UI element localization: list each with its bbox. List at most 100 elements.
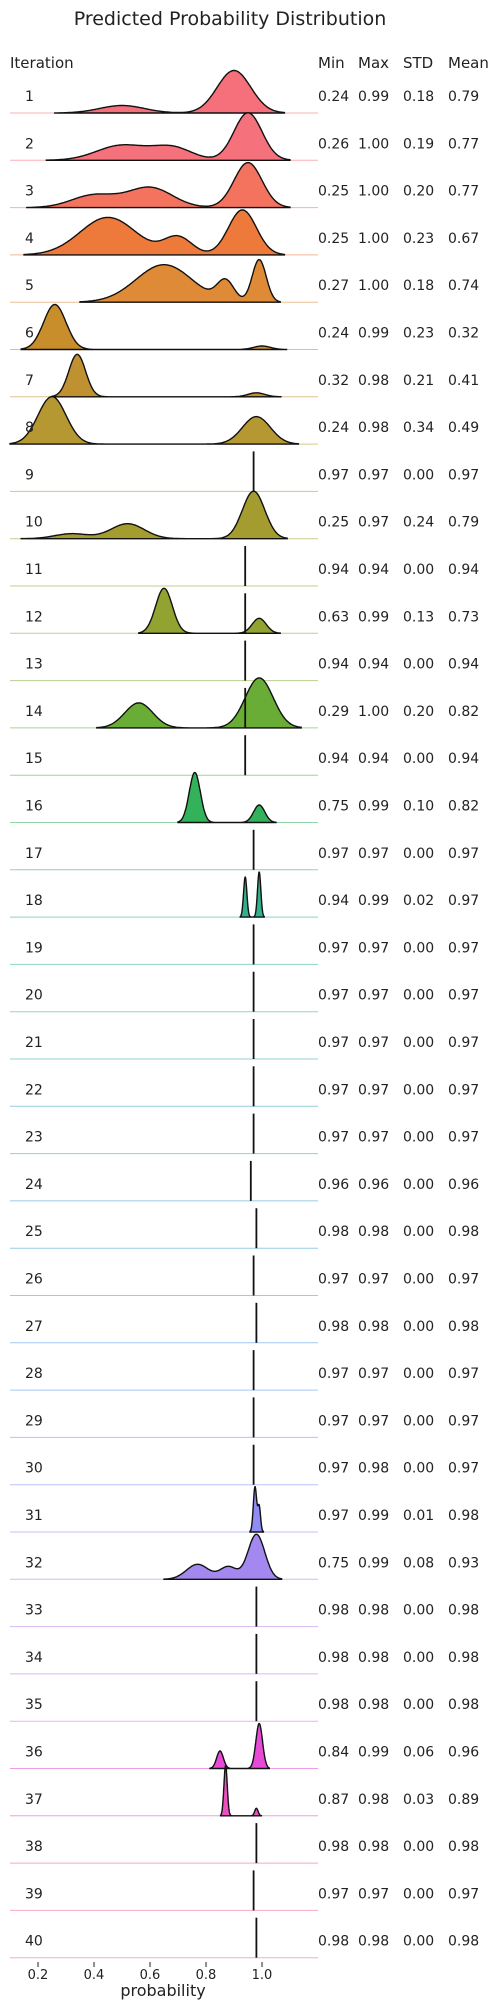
iteration-label: 30 xyxy=(25,1461,43,1477)
stat-mean: 0.98 xyxy=(448,1603,479,1619)
stat-mean: 0.98 xyxy=(448,1697,479,1713)
stat-min: 0.25 xyxy=(318,515,349,531)
stat-mean: 0.97 xyxy=(448,940,479,956)
iteration-label: 2 xyxy=(25,136,34,152)
iteration-label: 29 xyxy=(25,1413,43,1429)
iteration-label: 1 xyxy=(25,89,34,105)
stat-max: 0.94 xyxy=(358,657,389,673)
stat-max: 0.97 xyxy=(358,1035,389,1051)
iteration-label: 23 xyxy=(25,1130,43,1146)
stat-std: 0.08 xyxy=(403,1555,434,1571)
iteration-label: 16 xyxy=(25,799,43,815)
ridge-row: 4 0.25 1.00 0.23 0.67 xyxy=(10,209,479,256)
stat-min: 0.94 xyxy=(318,893,349,909)
stat-std: 0.00 xyxy=(403,562,434,578)
stat-mean: 0.98 xyxy=(448,1508,479,1524)
stat-mean: 0.94 xyxy=(448,751,479,767)
stat-std: 0.00 xyxy=(403,988,434,1004)
ridge-row: 16 0.75 0.99 0.10 0.82 xyxy=(10,771,479,824)
stat-std: 0.00 xyxy=(403,1839,434,1855)
stat-min: 0.98 xyxy=(318,1697,349,1713)
stat-std: 0.00 xyxy=(403,1177,434,1193)
stat-std: 0.34 xyxy=(403,420,434,436)
row-header: Iteration xyxy=(10,54,74,72)
stat-max: 0.99 xyxy=(358,609,389,625)
stat-max: 0.98 xyxy=(358,420,389,436)
stat-mean: 0.98 xyxy=(448,1224,479,1240)
iteration-label: 10 xyxy=(25,515,43,531)
stat-max: 0.98 xyxy=(358,1697,389,1713)
stat-min: 0.75 xyxy=(318,1555,349,1571)
stat-max: 0.98 xyxy=(358,1792,389,1808)
ridge-row: 35 0.98 0.98 0.00 0.98 xyxy=(10,1681,479,1722)
stat-max: 1.00 xyxy=(358,231,389,247)
stat-mean: 0.98 xyxy=(448,1650,479,1666)
ridge-row: 26 0.97 0.97 0.00 0.97 xyxy=(10,1255,479,1296)
iteration-label: 40 xyxy=(25,1934,43,1950)
x-tick-label: 0.2 xyxy=(28,1968,49,1983)
stat-max: 0.98 xyxy=(358,1224,389,1240)
iteration-label: 6 xyxy=(25,326,34,342)
stat-std: 0.23 xyxy=(403,231,434,247)
ridge-row: 15 0.94 0.94 0.00 0.94 xyxy=(10,735,479,776)
iteration-label: 4 xyxy=(25,231,34,247)
stat-max: 0.99 xyxy=(358,1555,389,1571)
iteration-label: 19 xyxy=(25,940,43,956)
ridge-row: 30 0.97 0.98 0.00 0.97 xyxy=(10,1444,479,1486)
stat-std: 0.20 xyxy=(403,184,434,200)
stat-header-mean: Mean xyxy=(448,54,489,72)
stat-mean: 0.97 xyxy=(448,1082,479,1098)
ridge-row: 17 0.97 0.97 0.00 0.97 xyxy=(10,829,479,871)
stat-min: 0.25 xyxy=(318,231,349,247)
stat-std: 0.10 xyxy=(403,799,434,815)
ridge-row: 27 0.98 0.98 0.00 0.98 xyxy=(10,1302,479,1344)
stat-std: 0.00 xyxy=(403,1934,434,1950)
iteration-label: 3 xyxy=(25,184,34,200)
ridge-row: 10 0.25 0.97 0.24 0.79 xyxy=(10,490,479,540)
x-axis: 0.2 0.4 0.6 0.8 1.0 xyxy=(28,1962,272,1983)
stat-max: 0.97 xyxy=(358,1413,389,1429)
stat-min: 0.94 xyxy=(318,562,349,578)
ridge-row: 21 0.97 0.97 0.00 0.97 xyxy=(10,1019,479,1060)
stat-max: 0.99 xyxy=(358,893,389,909)
stat-min: 0.97 xyxy=(318,1461,349,1477)
stat-min: 0.97 xyxy=(318,988,349,1004)
stat-max: 0.97 xyxy=(358,515,389,531)
stat-max: 0.97 xyxy=(358,467,389,483)
ridge-row: 33 0.98 0.98 0.00 0.98 xyxy=(10,1586,479,1628)
stat-max: 0.99 xyxy=(358,1508,389,1524)
stat-max: 0.97 xyxy=(358,1366,389,1382)
iteration-label: 34 xyxy=(25,1650,43,1666)
stat-min: 0.97 xyxy=(318,1886,349,1902)
ridge-row: 38 0.98 0.98 0.00 0.98 xyxy=(10,1823,479,1864)
stat-std: 0.24 xyxy=(403,515,434,531)
iteration-label: 28 xyxy=(25,1366,43,1382)
density-curve xyxy=(239,871,265,918)
stat-mean: 0.82 xyxy=(448,704,479,720)
stat-mean: 0.77 xyxy=(448,136,479,152)
stat-min: 0.29 xyxy=(318,704,349,720)
stat-max: 1.00 xyxy=(358,278,389,294)
stat-min: 0.75 xyxy=(318,799,349,815)
stat-mean: 0.94 xyxy=(448,562,479,578)
stat-max: 0.94 xyxy=(358,562,389,578)
ridge-row: 6 0.24 0.99 0.23 0.32 xyxy=(10,303,479,351)
stat-std: 0.23 xyxy=(403,326,434,342)
stat-min: 0.97 xyxy=(318,1272,349,1288)
stat-min: 0.97 xyxy=(318,467,349,483)
stat-mean: 0.97 xyxy=(448,1461,479,1477)
iteration-label: 12 xyxy=(25,609,43,625)
stat-mean: 0.97 xyxy=(448,893,479,909)
ridge-row: 20 0.97 0.97 0.00 0.97 xyxy=(10,971,479,1013)
stat-std: 0.00 xyxy=(403,1319,434,1335)
stat-max: 1.00 xyxy=(358,704,389,720)
stat-std: 0.06 xyxy=(403,1745,434,1761)
stat-mean: 0.79 xyxy=(448,515,479,531)
stat-min: 0.97 xyxy=(318,1130,349,1146)
stat-min: 0.97 xyxy=(318,1508,349,1524)
stat-mean: 0.89 xyxy=(448,1792,479,1808)
stat-max: 0.99 xyxy=(358,89,389,105)
ridge-row: 22 0.97 0.97 0.00 0.97 xyxy=(10,1066,479,1107)
stat-min: 0.97 xyxy=(318,1413,349,1429)
ridge-row: 7 0.32 0.98 0.21 0.41 xyxy=(10,353,479,398)
